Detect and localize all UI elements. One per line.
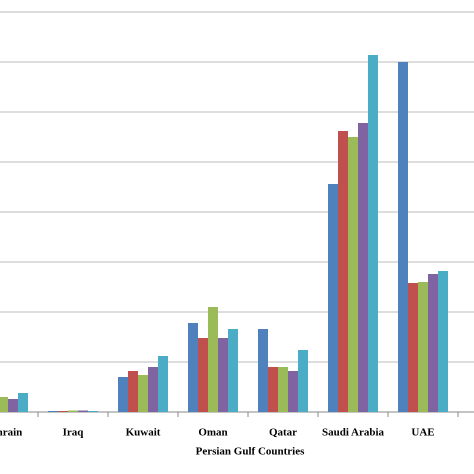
x-tick-label: UAE <box>411 427 434 439</box>
bar <box>278 367 288 412</box>
bar <box>8 399 18 412</box>
bar <box>418 282 428 412</box>
bar <box>288 371 298 412</box>
bar <box>128 371 138 412</box>
bar <box>408 283 418 412</box>
bar <box>338 131 348 412</box>
bar <box>88 411 98 412</box>
bar <box>348 137 358 412</box>
bar <box>58 411 68 412</box>
bar <box>48 411 58 412</box>
x-tick-label: Qatar <box>269 427 297 439</box>
bar <box>368 55 378 412</box>
bar <box>268 367 278 412</box>
bar <box>228 329 238 412</box>
bar <box>198 338 208 412</box>
bar <box>68 410 78 412</box>
bar <box>158 356 168 412</box>
x-tick-label: Iraq <box>63 427 85 439</box>
bar <box>398 62 408 412</box>
bar <box>328 184 338 412</box>
bar <box>148 367 158 412</box>
bar <box>78 410 88 412</box>
bar <box>208 307 218 412</box>
bar <box>188 323 198 412</box>
x-axis-title: Persian Gulf Countries <box>196 446 305 458</box>
bar <box>298 350 308 412</box>
x-tick-label: Oman <box>198 427 227 439</box>
bar <box>218 338 228 412</box>
x-tick-label: Kuwait <box>126 427 161 439</box>
bar <box>438 271 448 412</box>
bar <box>428 274 438 412</box>
bar <box>358 123 368 412</box>
bar <box>258 329 268 412</box>
x-tick-label: Saudi Arabia <box>322 427 385 439</box>
bar <box>118 377 128 412</box>
x-tick-label: Bahrain <box>0 427 22 439</box>
bar <box>0 397 8 412</box>
bar <box>138 375 148 412</box>
bar <box>18 393 28 412</box>
